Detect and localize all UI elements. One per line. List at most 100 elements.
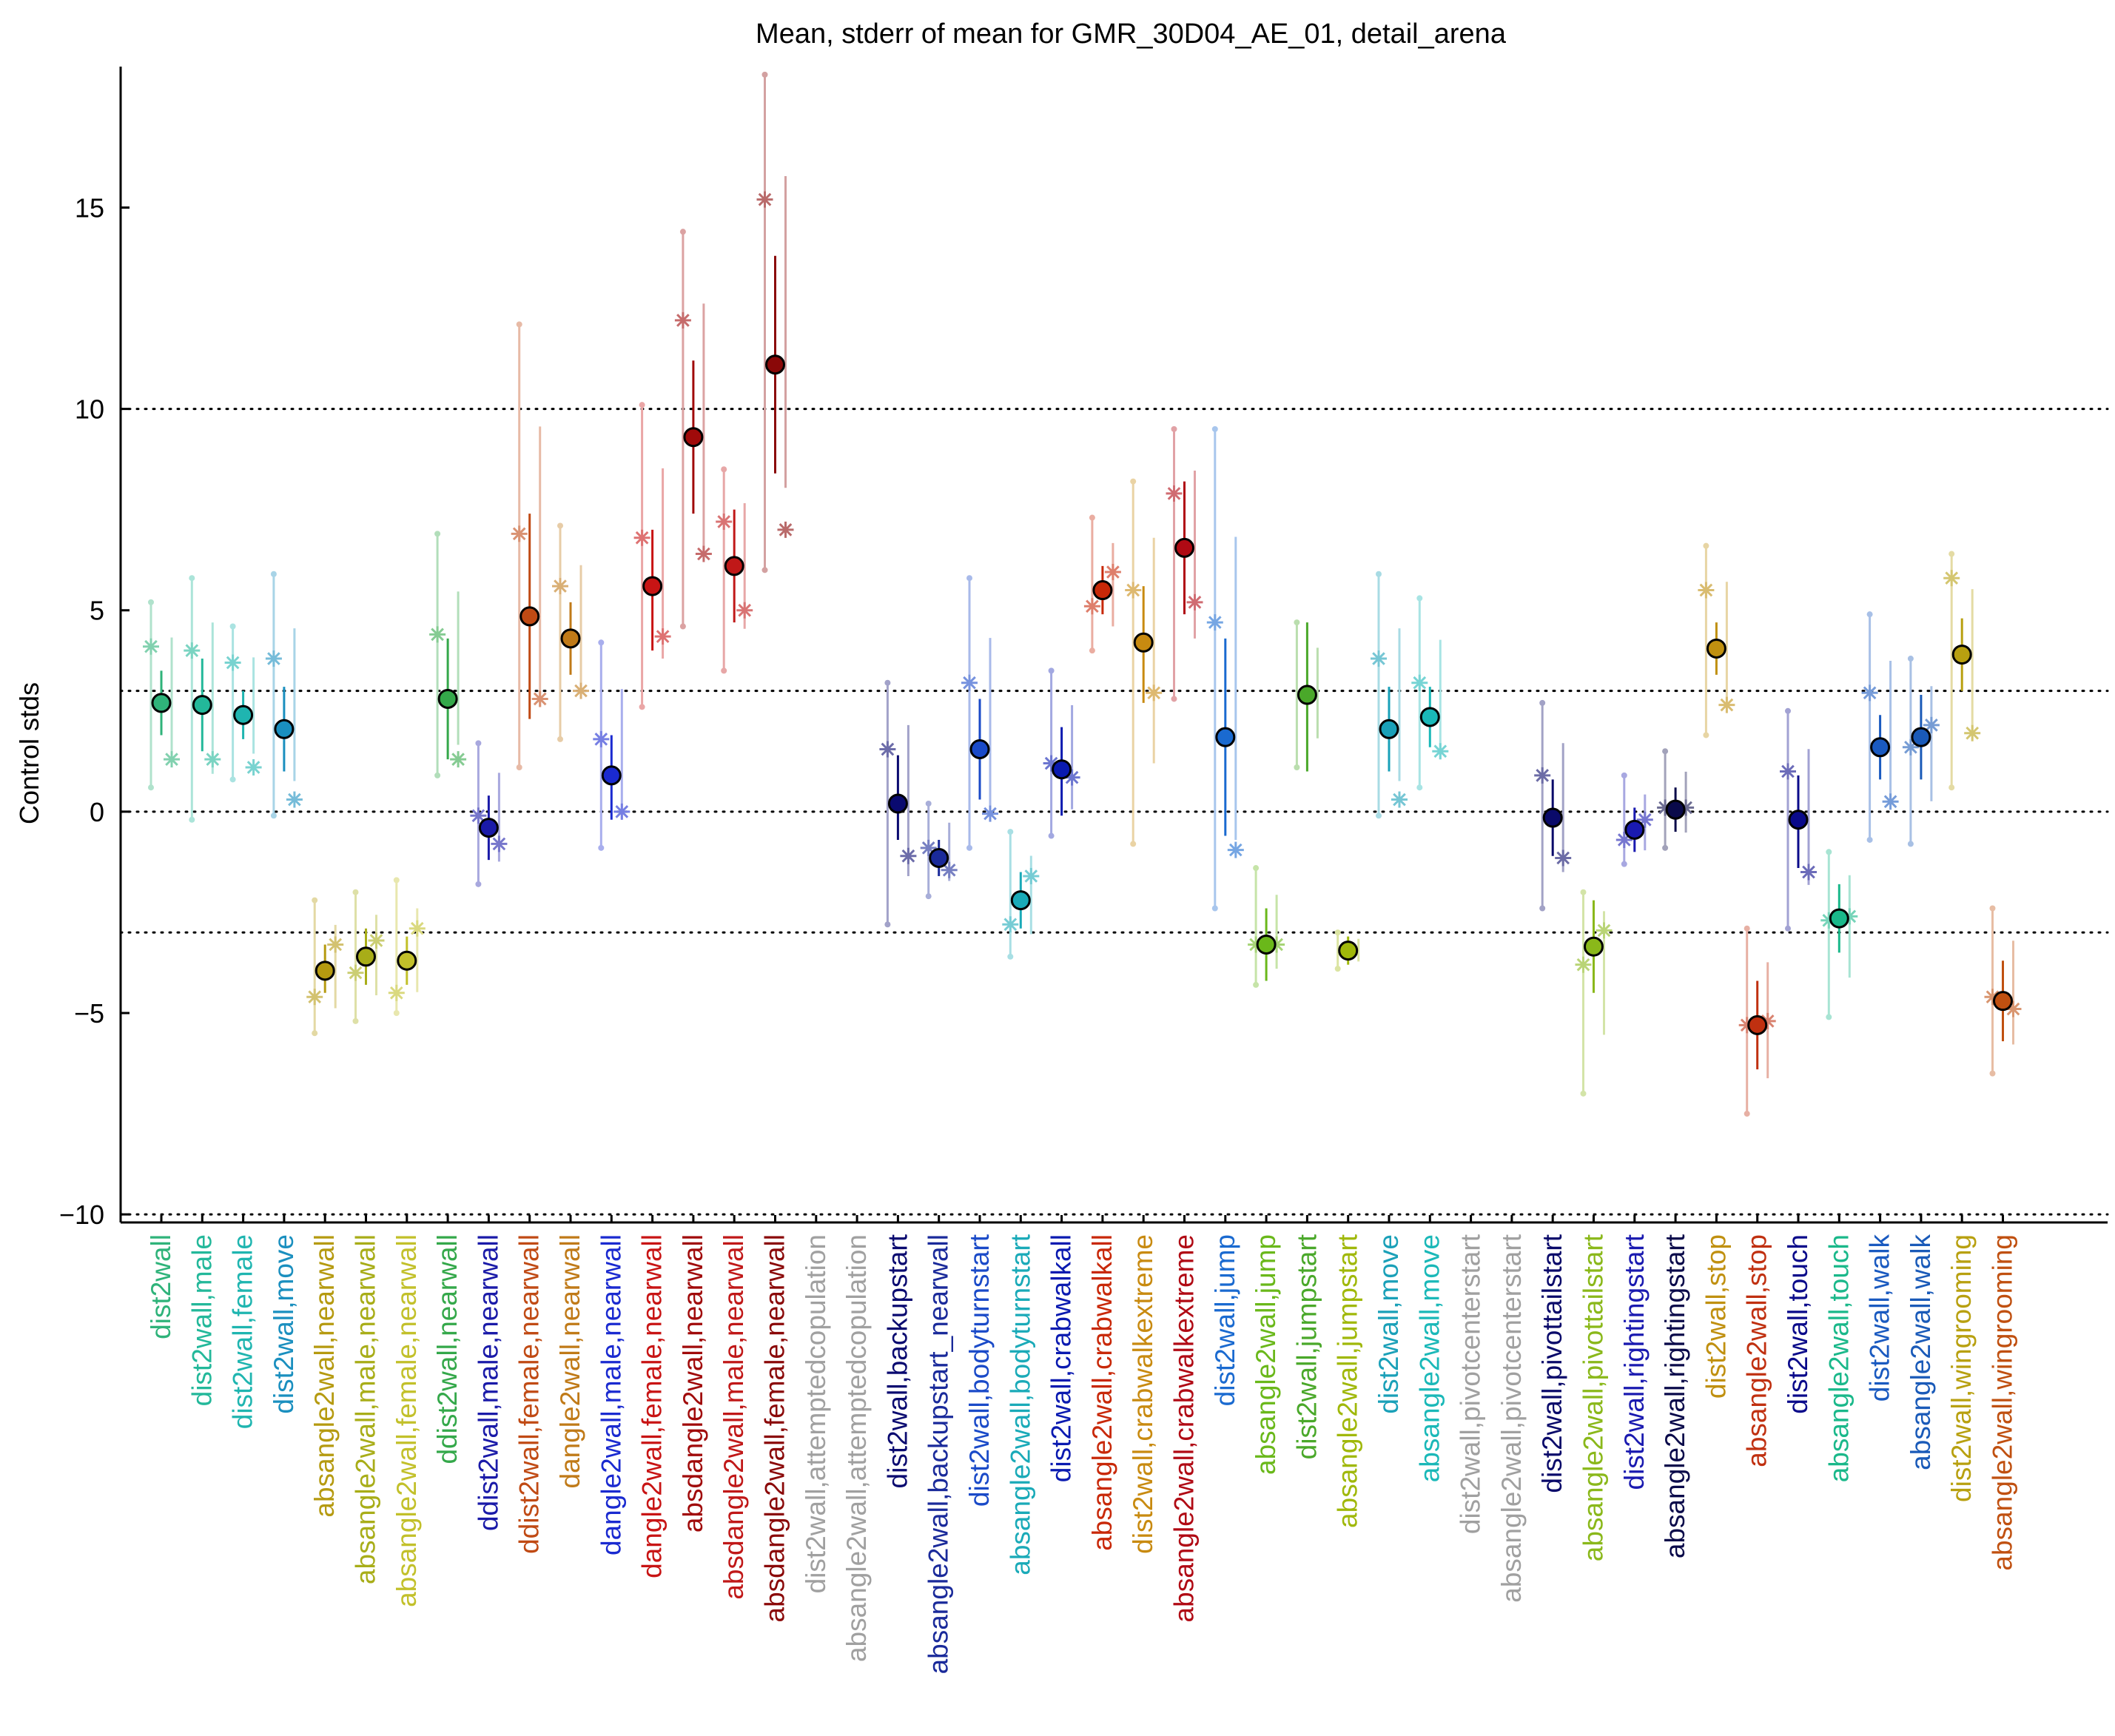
spread-dot <box>1703 542 1709 549</box>
spread-dot <box>1294 764 1300 770</box>
female-marker <box>327 936 344 953</box>
female-marker <box>1146 684 1163 702</box>
mean-point <box>1052 759 1072 780</box>
spread-dot <box>1989 905 1996 912</box>
spread-dot <box>721 667 727 674</box>
male-marker <box>879 741 896 758</box>
female-marker-stroke <box>492 837 506 851</box>
male-marker <box>1615 831 1633 848</box>
female-marker <box>1104 564 1121 581</box>
male-marker <box>674 312 691 329</box>
spread-dot <box>270 813 277 819</box>
spread-dot <box>884 921 891 928</box>
male-marker-stroke <box>431 628 444 642</box>
x-tick-label: absangle2wall,attemptedcopulation <box>841 1234 872 1662</box>
mean-point <box>1419 707 1440 727</box>
female-marker <box>531 690 548 707</box>
mean-point <box>969 739 990 760</box>
mean-point <box>1133 632 1154 653</box>
mean-point <box>765 354 785 375</box>
male-marker-stroke <box>1536 769 1550 782</box>
mean-point <box>1665 799 1686 820</box>
y-axis-label: Control stds <box>14 682 44 824</box>
x-tick-label: dist2wall,walk <box>1865 1234 1895 1402</box>
mean-point <box>1379 719 1399 739</box>
spread-dot <box>1211 425 1218 432</box>
female-marker <box>1391 791 1408 808</box>
male-marker-stroke <box>676 314 690 327</box>
male-marker <box>756 191 773 208</box>
female-marker-stroke <box>697 547 710 561</box>
female-marker-stroke <box>1147 686 1161 700</box>
spread-dot <box>884 679 891 686</box>
female-marker-stroke <box>1720 698 1734 712</box>
male-marker-stroke <box>1985 990 2000 1004</box>
spread-dot <box>229 776 236 783</box>
male-marker <box>1125 582 1142 599</box>
x-tick-label: absangle2wall,crabwalkall <box>1087 1234 1117 1551</box>
spread-dot <box>1089 647 1095 654</box>
spread-dot <box>679 229 686 235</box>
mean-point <box>233 704 254 725</box>
spread-dot <box>475 740 482 747</box>
female-marker <box>491 835 508 852</box>
female-marker-stroke <box>1925 719 1938 732</box>
female-marker-stroke <box>329 938 343 952</box>
x-tick-label: absangle2wall,pivotcenterstart <box>1496 1234 1527 1602</box>
x-tick-label: dist2wall,touch <box>1783 1234 1813 1414</box>
female-marker-stroke <box>1106 565 1120 579</box>
spread-dot <box>516 764 522 770</box>
male-marker <box>347 964 364 981</box>
male-marker-stroke <box>1413 676 1427 690</box>
mean-point <box>356 946 376 967</box>
x-tick-label: dist2wall,female <box>228 1234 258 1429</box>
mean-point <box>1584 936 1604 957</box>
spread-dot <box>229 623 236 630</box>
spread-dot <box>1048 667 1055 674</box>
female-marker <box>1023 867 1040 884</box>
spread-dot <box>1539 905 1546 912</box>
mean-point <box>1092 580 1113 601</box>
female-marker <box>1882 793 1899 810</box>
male-marker <box>552 578 568 595</box>
y-ticks: −10 −5 0 5 10 15 <box>59 192 130 1230</box>
data-points <box>143 191 2022 1035</box>
x-tick-label: absangle2wall,bodyturnstart <box>1005 1234 1035 1575</box>
spread-dot <box>1130 478 1137 485</box>
spread-dot <box>1580 889 1587 895</box>
female-marker <box>286 791 303 808</box>
male-marker <box>1861 684 1878 702</box>
mean-point <box>478 818 499 838</box>
spread-dot <box>761 71 768 78</box>
male-marker <box>1002 916 1019 933</box>
female-marker-stroke <box>2006 1002 2020 1016</box>
spread-dot <box>312 897 318 904</box>
spread-dot <box>925 893 932 900</box>
spread-dot <box>434 531 441 537</box>
spread-dot <box>1376 571 1382 577</box>
female-marker-stroke <box>288 793 301 807</box>
mean-point <box>315 960 335 981</box>
male-marker-stroke <box>1576 958 1590 972</box>
female-marker-stroke <box>533 692 547 706</box>
mean-point <box>1911 727 1931 747</box>
mean-point <box>192 695 212 716</box>
female-marker <box>777 521 794 538</box>
spread-dot <box>1580 1090 1587 1097</box>
female-marker <box>1718 696 1735 713</box>
x-tick-label: dist2wall,rightingstart <box>1619 1234 1650 1490</box>
x-tick-label: dist2wall,jumpstart <box>1291 1234 1322 1459</box>
x-tick-label: dist2wall,wingrooming <box>1946 1234 1977 1502</box>
x-tick-label: absangle2wall,crabwalkextreme <box>1169 1234 1200 1622</box>
spread-dot <box>1907 841 1914 847</box>
male-marker-stroke <box>144 639 158 653</box>
male-marker-stroke <box>554 579 567 593</box>
x-tick-labels: dist2wall dist2wall,male dist2wall,female d… <box>146 1215 2018 1674</box>
y-tick-label: 5 <box>90 596 104 626</box>
mean-point <box>601 765 622 786</box>
male-marker-stroke <box>594 733 608 746</box>
y-tick-label: 0 <box>90 797 104 827</box>
male-marker <box>429 626 446 643</box>
x-tick-label: absangle2wall,male,nearwall <box>351 1234 381 1584</box>
female-marker-stroke <box>1393 793 1406 807</box>
